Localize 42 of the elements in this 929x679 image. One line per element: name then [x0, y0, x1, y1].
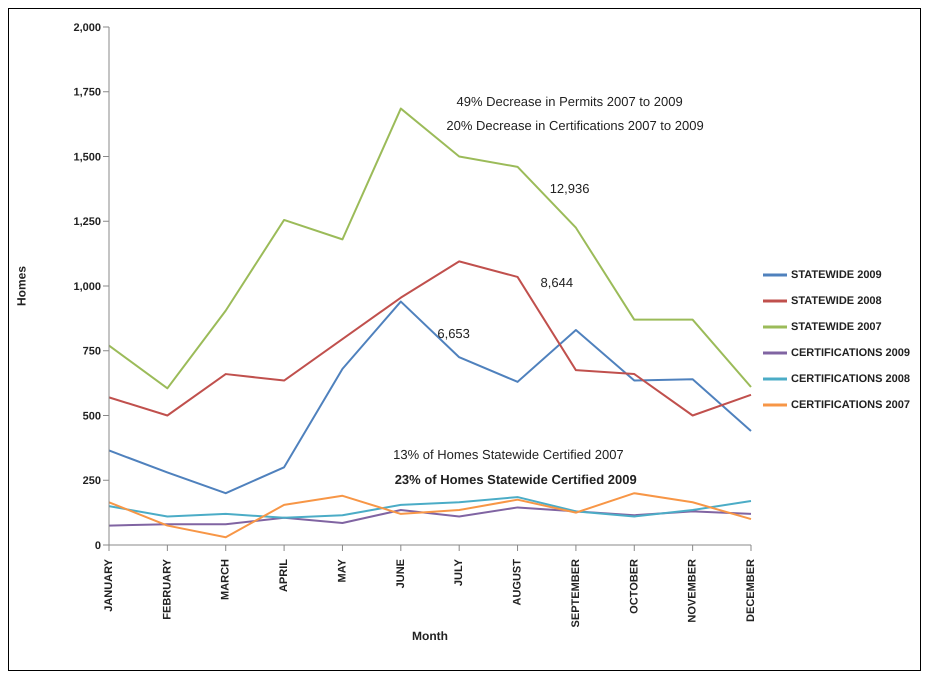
annotation: 8,644 — [540, 275, 574, 290]
line-series — [108, 108, 752, 390]
x-tick-label: JULY — [453, 558, 466, 586]
annotation: 23% of Homes Statewide Certified 2009 — [394, 472, 637, 487]
legend-label: CERTIFICATIONS 2007 — [791, 398, 910, 410]
y-tick-label: 1,750 — [73, 86, 101, 99]
x-tick-label: APRIL — [278, 558, 290, 592]
y-tick-label: 1,250 — [73, 216, 101, 228]
y-tick-label: 750 — [82, 346, 101, 358]
x-tick-label: JANUARY — [103, 558, 115, 612]
line-series — [108, 300, 752, 494]
y-tick-label: 2,000 — [73, 22, 101, 34]
x-axis-title: Month — [412, 629, 448, 643]
x-tick-label: DECEMBER — [745, 558, 757, 622]
annotation: 20% Decrease in Certifications 2007 to 2009 — [446, 118, 704, 134]
line-series — [108, 496, 752, 519]
annotation: 12,936 — [550, 181, 590, 196]
legend-label: STATEWIDE 2008 — [791, 294, 882, 306]
legend-label: STATEWIDE 2007 — [791, 320, 882, 332]
line-series — [108, 492, 752, 538]
annotation: 13% of Homes Statewide Certified 2007 — [393, 446, 624, 462]
x-tick-label: MARCH — [220, 558, 232, 600]
x-tick-label: AUGUST — [512, 558, 524, 606]
legend-label: STATEWIDE 2009 — [791, 268, 882, 280]
x-tick-label: NOVEMBER — [686, 558, 699, 623]
y-tick-label: 0 — [94, 540, 101, 552]
x-tick-label: SEPTEMBER — [570, 558, 582, 628]
y-tick-label: 1,000 — [73, 280, 101, 293]
x-tick-label: FEBRUARY — [161, 558, 174, 620]
annotation: 49% Decrease in Permits 2007 to 2009 — [456, 94, 683, 109]
legend-label: CERTIFICATIONS 2008 — [791, 372, 910, 384]
y-tick-label: 1,500 — [73, 151, 101, 164]
x-tick-label: OCTOBER — [628, 558, 640, 614]
y-axis-title: Homes — [14, 266, 28, 306]
x-tick-label: JUNE — [394, 559, 407, 588]
annotation: 6,653 — [437, 326, 470, 341]
x-tick-label: MAY — [336, 558, 348, 582]
line-series — [108, 260, 752, 416]
legend-label: CERTIFICATIONS 2009 — [791, 346, 910, 358]
y-tick-label: 250 — [82, 475, 101, 488]
line-series — [108, 506, 752, 527]
y-tick-label: 500 — [82, 410, 101, 422]
